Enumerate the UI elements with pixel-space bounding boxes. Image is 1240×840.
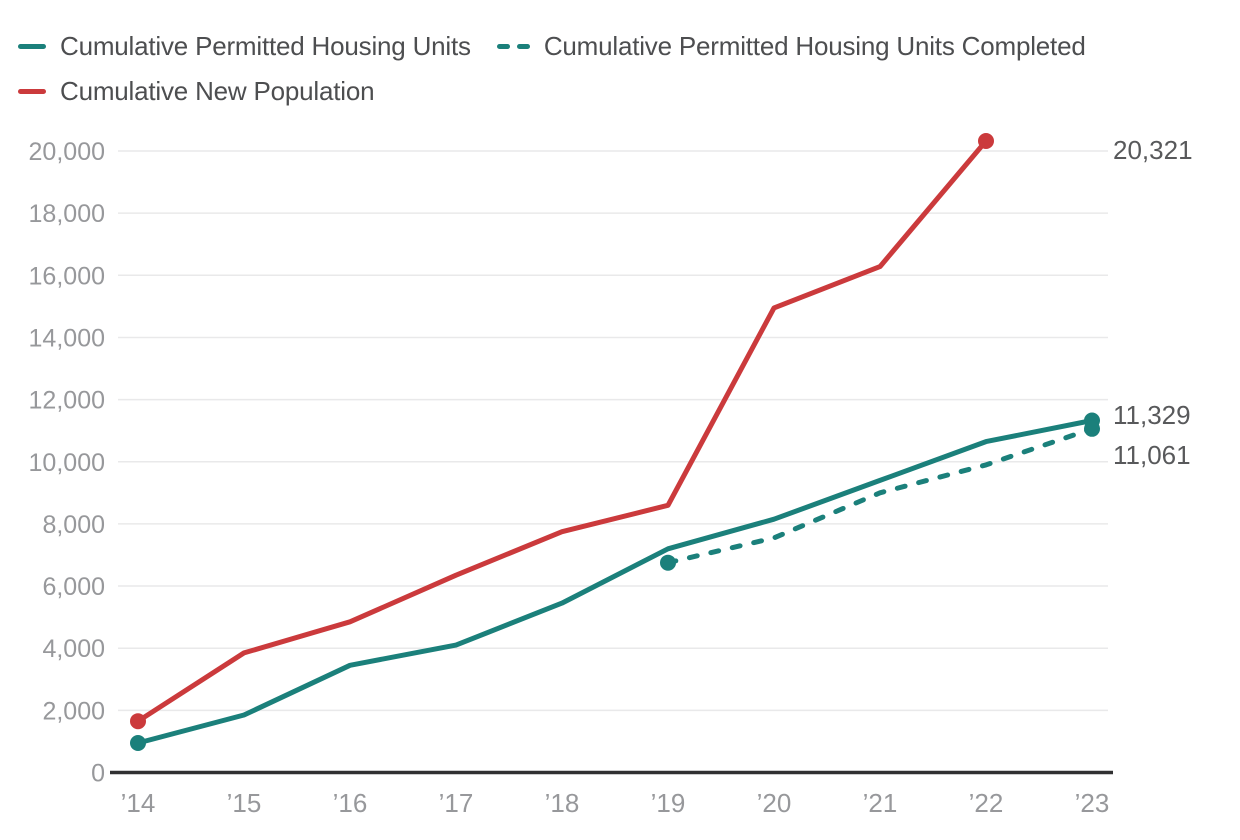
x-axis-tick-label: ’21 <box>863 788 898 818</box>
legend-label-new-population: Cumulative New Population <box>60 76 375 106</box>
legend: Cumulative Permitted Housing Units Cumul… <box>18 24 1086 114</box>
legend-row: Cumulative New Population <box>18 69 1086 114</box>
data-point-new-population <box>978 133 994 149</box>
y-axis-tick-label: 0 <box>91 760 105 788</box>
y-axis-tick-label: 18,000 <box>29 200 105 228</box>
x-axis-tick-label: ’19 <box>651 788 686 818</box>
legend-item-new-population: Cumulative New Population <box>18 76 375 107</box>
x-axis-tick-label: ’23 <box>1075 788 1110 818</box>
end-value-label-permitted-housing-units: 11,329 <box>1113 400 1191 430</box>
legend-swatch-solid-red-icon <box>18 89 46 94</box>
x-axis-tick-label: ’14 <box>121 788 156 818</box>
legend-item-permitted-housing-units: Cumulative Permitted Housing Units <box>18 31 471 62</box>
legend-row: Cumulative Permitted Housing Units Cumul… <box>18 24 1086 69</box>
legend-label-permitted-housing-units-completed: Cumulative Permitted Housing Units Compl… <box>543 31 1086 61</box>
y-axis-tick-label: 2,000 <box>42 697 105 725</box>
x-axis-tick-label: ’15 <box>227 788 262 818</box>
y-axis-tick-label: 14,000 <box>29 324 105 352</box>
end-value-label-permitted-housing-units-completed: 11,061 <box>1113 440 1191 470</box>
legend-swatch-dashed-teal-icon <box>496 44 530 49</box>
x-axis-tick-label: ’17 <box>439 788 474 818</box>
y-axis-tick-label: 20,000 <box>29 138 105 166</box>
data-point-permitted-housing-units <box>130 735 146 751</box>
series-line-permitted-housing-units <box>135 418 1095 746</box>
y-axis-tick-label: 4,000 <box>42 635 105 663</box>
legend-item-permitted-housing-units-completed: Cumulative Permitted Housing Units Compl… <box>496 31 1086 62</box>
series-line-permitted-housing-units-completed <box>665 426 1095 566</box>
y-axis-tick-label: 12,000 <box>29 387 105 415</box>
y-axis-tick-label: 16,000 <box>29 262 105 290</box>
x-axis-tick-label: ’20 <box>757 788 792 818</box>
x-axis-tick-label: ’18 <box>545 788 580 818</box>
data-point-new-population <box>130 713 146 730</box>
x-axis-tick-label: ’16 <box>333 788 368 818</box>
data-point-permitted-housing-units-completed <box>660 554 676 571</box>
data-point-permitted-housing-units-completed <box>1084 420 1100 437</box>
legend-swatch-solid-teal-icon <box>18 44 46 49</box>
series-line-new-population <box>135 138 989 724</box>
y-axis-tick-label: 8,000 <box>42 511 105 539</box>
y-axis-tick-label: 6,000 <box>42 573 105 601</box>
legend-label-permitted-housing-units: Cumulative Permitted Housing Units <box>60 31 471 61</box>
end-value-label-new-population: 20,321 <box>1113 135 1193 165</box>
x-axis-tick-label: ’22 <box>969 788 1004 818</box>
y-axis-tick-label: 10,000 <box>29 449 105 477</box>
